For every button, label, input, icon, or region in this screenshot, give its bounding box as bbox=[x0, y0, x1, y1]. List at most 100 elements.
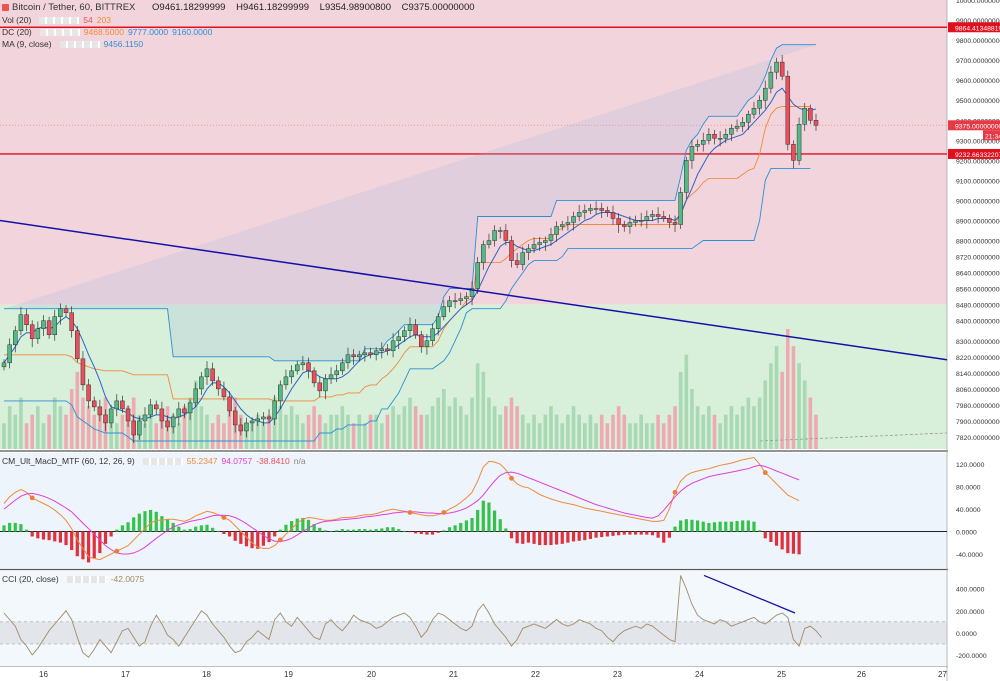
cci-panel-bg bbox=[0, 571, 947, 666]
macd-histogram-bar bbox=[380, 528, 384, 532]
candle bbox=[227, 396, 232, 412]
macd-histogram-bar bbox=[289, 521, 294, 532]
candle bbox=[244, 422, 249, 432]
volume-bar bbox=[520, 414, 525, 449]
volume-bar bbox=[712, 414, 717, 449]
indicator-controls[interactable] bbox=[39, 29, 80, 37]
volume-bar bbox=[374, 414, 378, 449]
volume-bar bbox=[177, 423, 181, 449]
time-tick-label: 18 bbox=[202, 670, 211, 679]
price-axis[interactable]: 10000.00000000 9900.00000000 9800.00000000… bbox=[39, 0, 1000, 681]
macd-histogram-bar bbox=[36, 531, 40, 539]
macd-histogram-bar bbox=[470, 517, 474, 532]
candle bbox=[63, 308, 69, 313]
volume-bar bbox=[86, 406, 91, 449]
candle bbox=[650, 214, 655, 217]
macd-histogram-bar bbox=[752, 521, 756, 532]
volume-bar bbox=[36, 406, 40, 449]
cci-legend[interactable]: CCI (20, close) -42.0075 bbox=[2, 574, 148, 585]
bar-countdown: 21:34 bbox=[985, 133, 1000, 140]
dc-legend[interactable]: DC (20) 9468.5000 9777.0000 9160.0000 bbox=[2, 27, 216, 38]
macd-histogram-bar bbox=[447, 527, 452, 532]
volume-bar bbox=[611, 414, 615, 449]
candle bbox=[588, 208, 593, 211]
candle bbox=[548, 234, 554, 241]
volume-bar bbox=[109, 414, 113, 449]
indicator-controls[interactable] bbox=[142, 458, 183, 466]
volume-bar bbox=[402, 406, 407, 449]
ma-legend[interactable]: MA (9, close) 9456.1150 bbox=[2, 39, 147, 50]
macd-histogram-bar bbox=[47, 531, 51, 541]
volume-bar bbox=[588, 414, 593, 449]
volume-bar bbox=[436, 397, 440, 449]
candle bbox=[182, 408, 187, 414]
volume-bar bbox=[599, 414, 604, 449]
volume-bar bbox=[193, 380, 198, 449]
price-tick-label: 8720.00000000 bbox=[956, 255, 1000, 262]
macd-histogram-bar bbox=[594, 531, 598, 538]
dc-lower-value: 9160.0000 bbox=[172, 27, 213, 37]
macd-legend[interactable]: CM_Ult_MacD_MTF (60, 12, 26, 9) 55.2347 94… bbox=[2, 456, 310, 467]
price-tick-label: 9300.00000000 bbox=[956, 138, 1000, 145]
macd-histogram-bar bbox=[729, 521, 734, 532]
candle bbox=[13, 330, 18, 346]
volume-bar bbox=[363, 423, 367, 449]
candle bbox=[306, 362, 311, 372]
indicator-controls[interactable] bbox=[66, 576, 107, 584]
candle bbox=[41, 320, 46, 329]
macd-histogram-bar bbox=[58, 531, 62, 543]
vol-legend[interactable]: Vol (20) 54 203 bbox=[2, 15, 115, 26]
macd-histogram-bar bbox=[2, 525, 6, 532]
candle bbox=[672, 222, 678, 225]
volume-bar bbox=[774, 346, 779, 449]
volume-bar bbox=[154, 423, 159, 449]
price-tick-label: 8400.00000000 bbox=[956, 319, 1000, 326]
candle bbox=[813, 120, 819, 126]
price-tick-label: 9200.00000000 bbox=[956, 158, 1000, 165]
macd-cross-dot bbox=[277, 537, 283, 543]
volume-bar bbox=[205, 414, 209, 449]
volume-bar bbox=[126, 406, 130, 449]
macd-histogram-bar bbox=[295, 518, 299, 532]
macd-histogram-bar bbox=[177, 526, 181, 532]
volume-bar bbox=[515, 406, 519, 449]
indicator-controls[interactable] bbox=[39, 17, 80, 25]
candle bbox=[108, 408, 114, 424]
macd-histogram-bar bbox=[526, 531, 531, 543]
price-tick-label: 8140.00000000 bbox=[956, 371, 1000, 378]
ohlc-close: C9375.00000000 bbox=[401, 2, 475, 13]
candle bbox=[486, 240, 492, 245]
volume-bar bbox=[30, 414, 34, 449]
candle bbox=[802, 107, 807, 125]
macd-histogram-bar bbox=[780, 531, 784, 550]
candle bbox=[458, 298, 463, 301]
macd-histogram-bar bbox=[363, 529, 367, 532]
macd-label: CM_Ult_MacD_MTF (60, 12, 26, 9) bbox=[2, 456, 135, 466]
macd-histogram-bar bbox=[194, 526, 198, 532]
macd-histogram-bar bbox=[707, 522, 711, 532]
volume-bar bbox=[554, 414, 559, 449]
volume-bar bbox=[487, 397, 491, 449]
volume-bar bbox=[396, 414, 401, 449]
candle bbox=[554, 226, 559, 235]
volume-bar bbox=[357, 414, 362, 449]
cci-divergence-line bbox=[703, 574, 796, 614]
candle bbox=[593, 208, 599, 210]
macd-histogram-bar bbox=[402, 530, 406, 532]
volume-bar bbox=[120, 414, 125, 449]
volume-bar bbox=[58, 406, 63, 449]
candle bbox=[199, 376, 204, 390]
macd-histogram-bar bbox=[560, 531, 564, 544]
volume-bar bbox=[695, 406, 700, 449]
symbol-title: Bitcoin / Tether, 60, BITTREX bbox=[12, 2, 136, 13]
candle bbox=[345, 354, 351, 364]
candle bbox=[667, 218, 672, 223]
macd-histogram-bar bbox=[622, 531, 626, 535]
indicator-controls[interactable] bbox=[59, 41, 100, 49]
volume-bar bbox=[633, 423, 638, 449]
time-tick-label: 17 bbox=[121, 670, 130, 679]
volume-bar bbox=[148, 414, 153, 449]
volume-bar bbox=[566, 414, 570, 449]
volume-bar bbox=[729, 406, 734, 449]
